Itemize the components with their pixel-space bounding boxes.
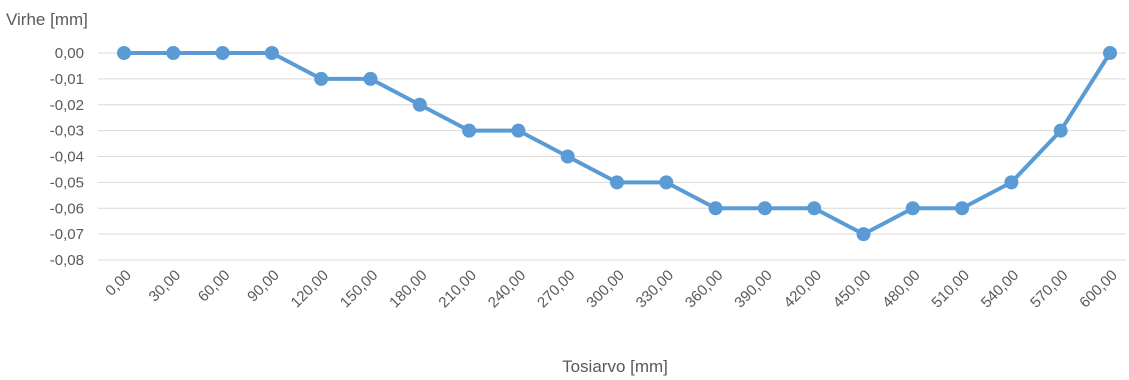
data-point xyxy=(215,46,230,60)
series-layer xyxy=(117,46,1117,242)
x-tick-label: 510,00 xyxy=(928,267,972,311)
y-tick-label: 0,00 xyxy=(55,45,84,62)
x-axis-ticks: 0,00 30,00 60,00 90,00 120,00 150,00 180,00 210… xyxy=(102,267,1121,311)
x-tick-label: 0,00 xyxy=(102,267,135,300)
data-point xyxy=(708,201,723,216)
data-point xyxy=(264,46,279,60)
x-tick-label: 600,00 xyxy=(1076,267,1120,311)
y-tick-label: -0,01 xyxy=(50,71,84,88)
x-tick-label: 540,00 xyxy=(978,267,1022,311)
data-point xyxy=(412,97,427,112)
data-point xyxy=(363,71,378,86)
x-tick-label: 300,00 xyxy=(583,267,627,311)
data-point xyxy=(511,123,526,138)
x-tick-label: 90,00 xyxy=(244,267,283,306)
data-point xyxy=(905,201,920,216)
y-axis-title: Virhe [mm] xyxy=(6,10,88,29)
data-point xyxy=(610,175,624,190)
y-axis-ticks: 0,00 -0,01 -0,02 -0,03 -0,04 -0,05 -0,06 -0,07 -… xyxy=(50,45,84,269)
y-tick-label: -0,07 xyxy=(50,226,84,243)
x-tick-label: 30,00 xyxy=(146,267,185,306)
data-point xyxy=(1053,123,1068,138)
y-tick-label: -0,06 xyxy=(50,200,84,217)
x-tick-label: 360,00 xyxy=(682,267,726,311)
x-tick-label: 390,00 xyxy=(731,267,775,311)
x-tick-label: 330,00 xyxy=(633,267,677,311)
data-point xyxy=(807,201,822,216)
y-tick-label: -0,04 xyxy=(50,149,84,166)
data-point xyxy=(560,149,575,164)
data-point xyxy=(955,201,970,216)
x-axis-title: Tosiarvo [mm] xyxy=(562,357,668,376)
data-point xyxy=(757,201,772,216)
y-tick-label: -0,08 xyxy=(50,252,84,269)
data-point xyxy=(166,46,181,60)
x-tick-label: 120,00 xyxy=(288,267,332,311)
gridlines xyxy=(98,52,1126,261)
x-tick-label: 180,00 xyxy=(386,267,430,311)
y-tick-label: -0,02 xyxy=(50,97,84,114)
data-point xyxy=(1103,46,1117,60)
y-tick-label: -0,05 xyxy=(50,174,84,191)
data-point xyxy=(659,175,674,190)
data-point xyxy=(117,46,131,60)
data-point xyxy=(314,71,329,86)
x-tick-label: 240,00 xyxy=(485,267,529,311)
data-point xyxy=(1004,175,1019,190)
x-tick-label: 450,00 xyxy=(830,267,874,311)
y-tick-label: -0,03 xyxy=(50,123,84,140)
data-point xyxy=(462,123,477,138)
x-tick-label: 480,00 xyxy=(879,267,923,311)
x-tick-label: 420,00 xyxy=(781,267,825,311)
x-tick-label: 150,00 xyxy=(337,267,381,311)
x-tick-label: 570,00 xyxy=(1027,267,1071,311)
x-tick-label: 270,00 xyxy=(534,267,578,311)
data-point xyxy=(856,227,871,242)
x-tick-label: 60,00 xyxy=(195,267,234,306)
x-tick-label: 210,00 xyxy=(435,267,479,311)
